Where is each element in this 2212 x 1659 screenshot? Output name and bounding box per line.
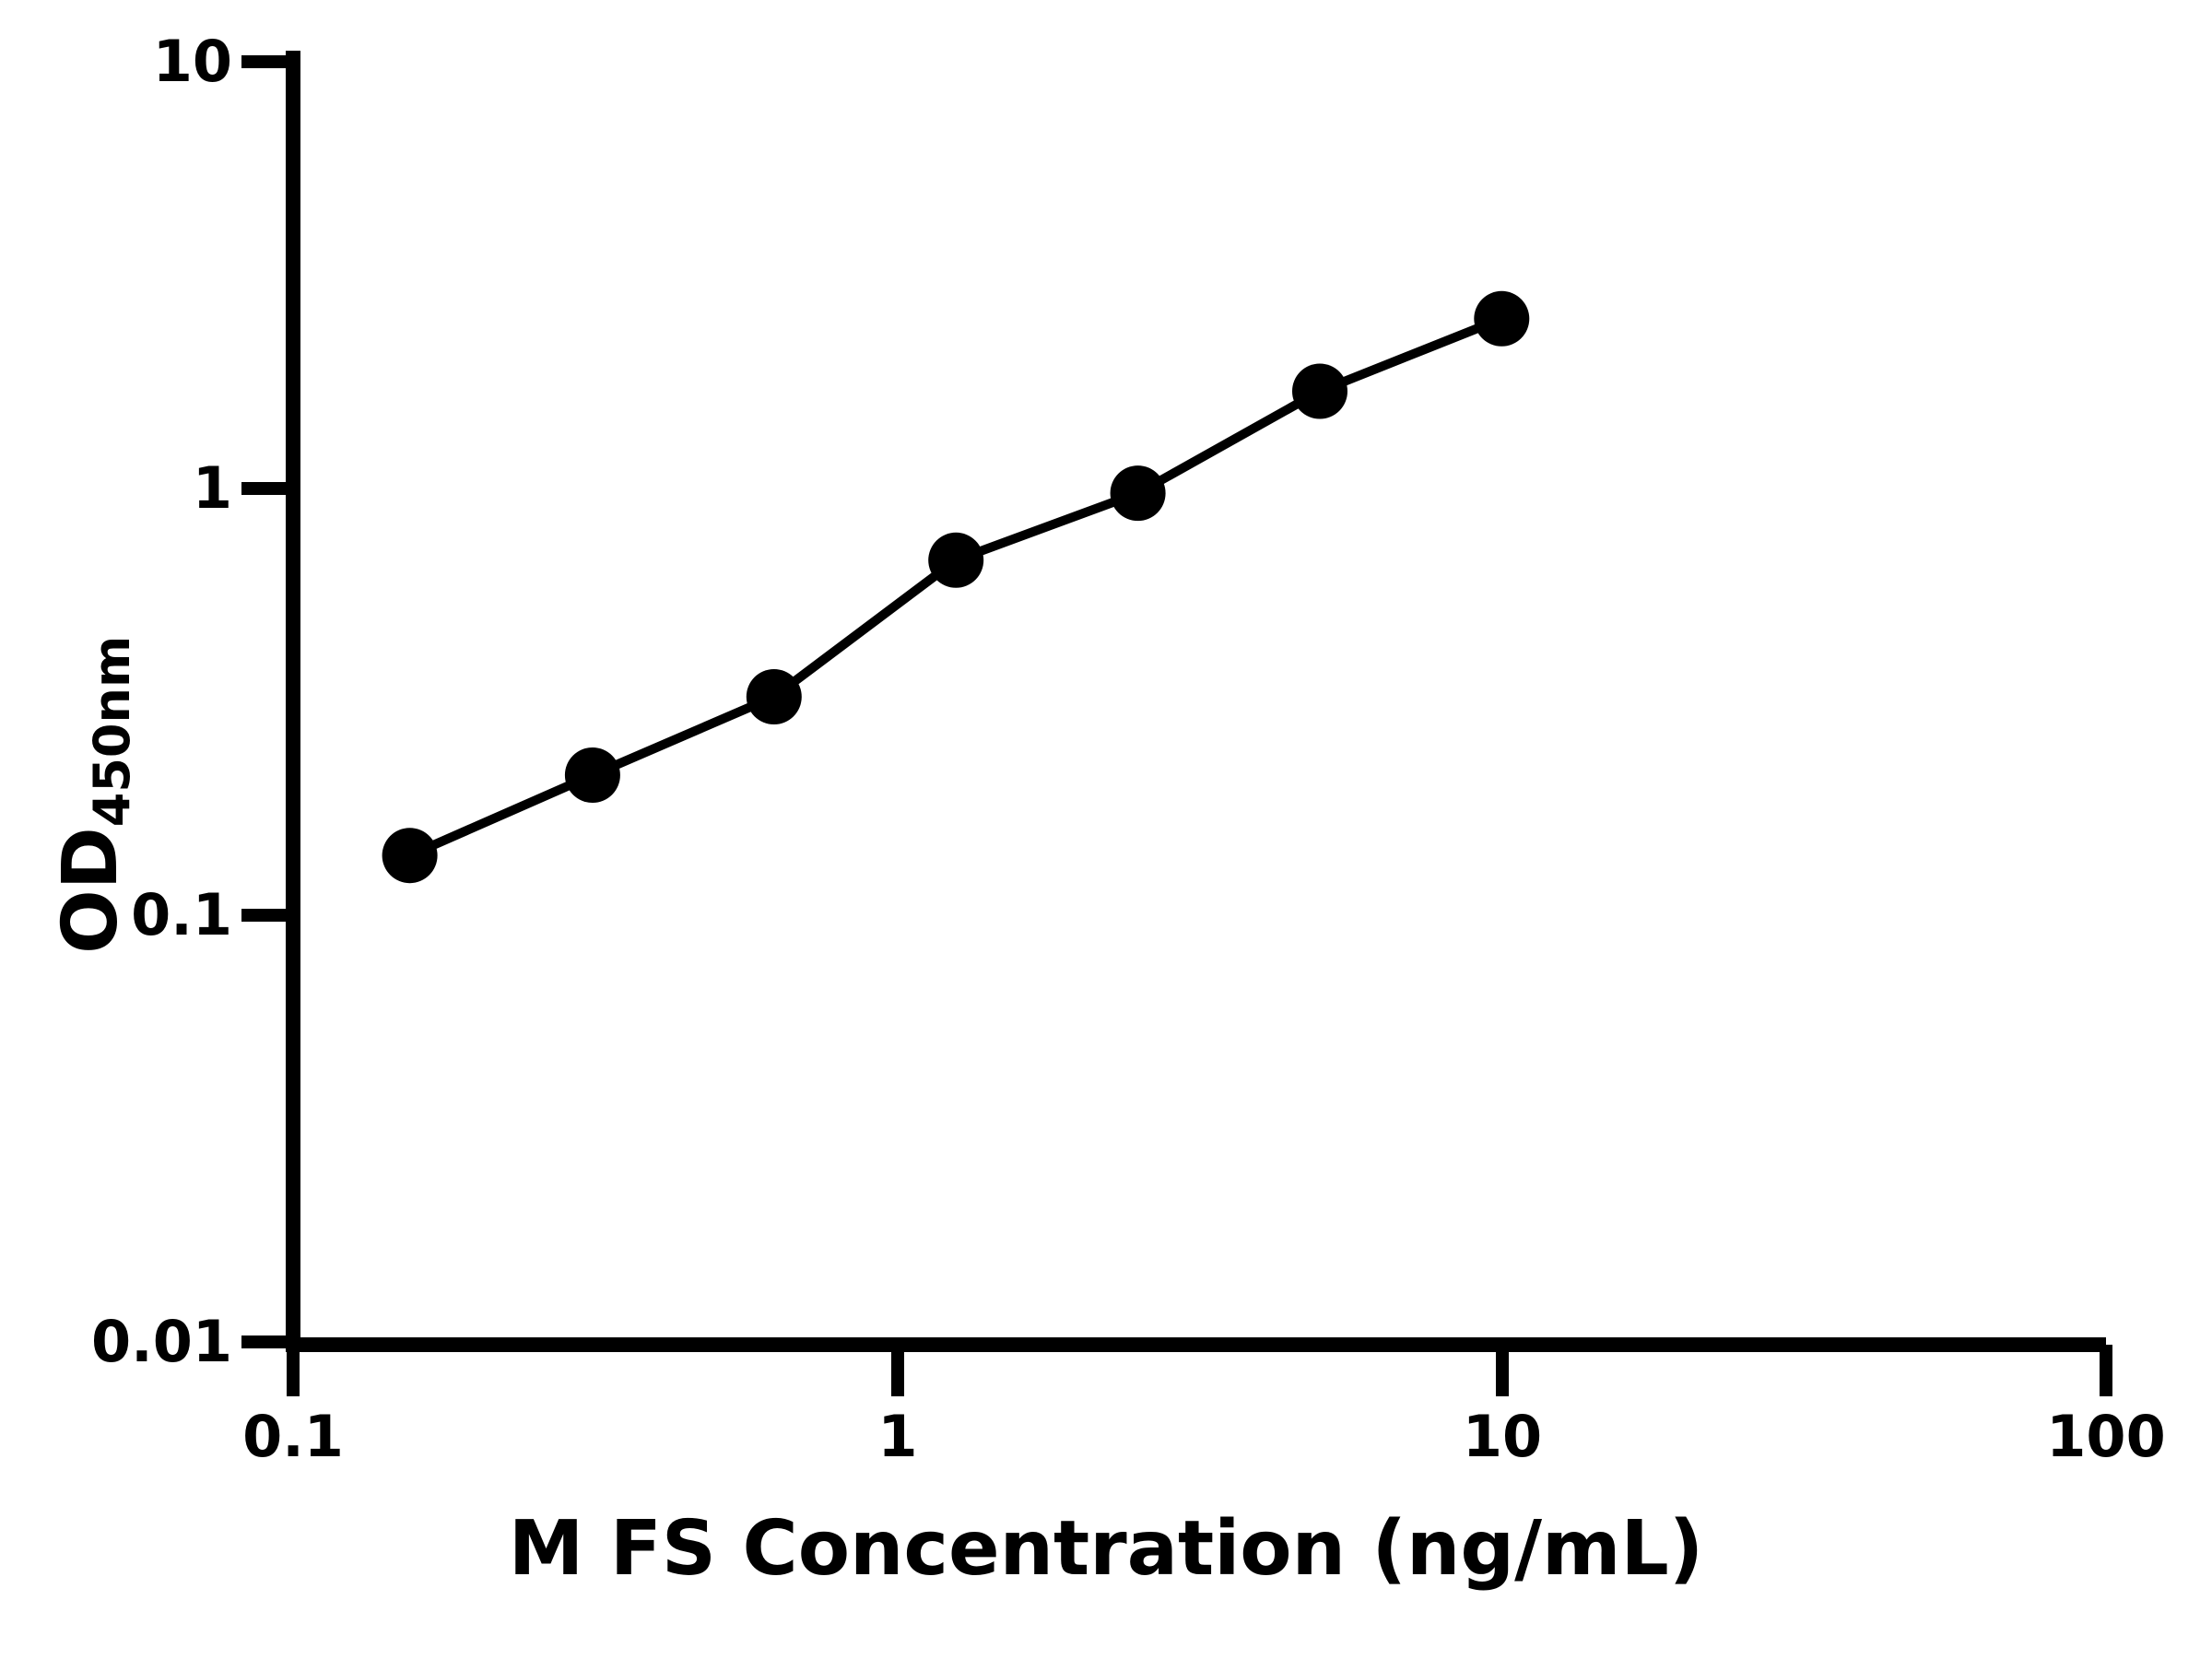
y-axis-title: OD450nm xyxy=(47,636,141,954)
axis-spines xyxy=(286,51,2106,1352)
data-point xyxy=(1110,465,1166,522)
y-tick-label-0p1: 0.1 xyxy=(131,881,232,948)
x-tick-label-10: 10 xyxy=(1462,1403,1543,1470)
x-tick-label-100: 100 xyxy=(2046,1403,2166,1470)
data-point xyxy=(1474,290,1530,347)
data-point xyxy=(1292,363,1347,419)
y-axis-title-main: OD xyxy=(47,827,135,954)
data-point xyxy=(382,828,438,884)
y-tick-label-1: 1 xyxy=(192,454,232,522)
y-tick-label-0p01: 0.01 xyxy=(91,1308,232,1375)
y-axis-ticks xyxy=(241,55,293,1348)
x-tick-label-1: 1 xyxy=(877,1403,918,1470)
x-axis-title: M FS Concentration (ng/mL) xyxy=(508,1505,1704,1593)
data-point xyxy=(928,532,984,588)
x-axis-ticks xyxy=(287,1345,2112,1396)
y-axis-title-subscript: 450nm xyxy=(83,635,141,828)
y-tick-label-10: 10 xyxy=(152,28,232,95)
data-point xyxy=(746,669,802,724)
series-markers xyxy=(382,290,1530,884)
x-tick-label-0p1: 0.1 xyxy=(242,1403,344,1470)
data-point xyxy=(564,747,620,803)
